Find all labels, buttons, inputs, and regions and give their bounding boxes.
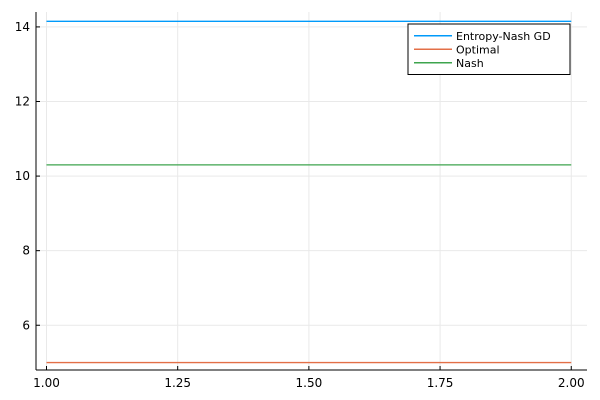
legend-label: Optimal xyxy=(456,43,500,56)
y-tick-label: 8 xyxy=(22,244,30,258)
y-axis-ticks: 6 8 10 12 14 xyxy=(15,20,40,332)
y-tick-label: 14 xyxy=(15,20,30,34)
legend-label: Nash xyxy=(456,57,484,70)
x-tick-label: 1.25 xyxy=(164,376,191,390)
x-tick-label: 1.75 xyxy=(427,376,454,390)
x-axis-ticks: 1.00 1.25 1.50 1.75 2.00 xyxy=(33,366,585,390)
y-tick-label: 6 xyxy=(22,318,30,332)
axes xyxy=(35,12,587,371)
y-tick-label: 10 xyxy=(15,169,30,183)
x-tick-label: 1.50 xyxy=(296,376,323,390)
x-tick-label: 2.00 xyxy=(558,376,585,390)
x-tick-label: 1.00 xyxy=(33,376,60,390)
y-tick-label: 12 xyxy=(15,95,30,109)
series-lines xyxy=(46,20,572,364)
legend-label: Entropy-Nash GD xyxy=(456,30,551,43)
